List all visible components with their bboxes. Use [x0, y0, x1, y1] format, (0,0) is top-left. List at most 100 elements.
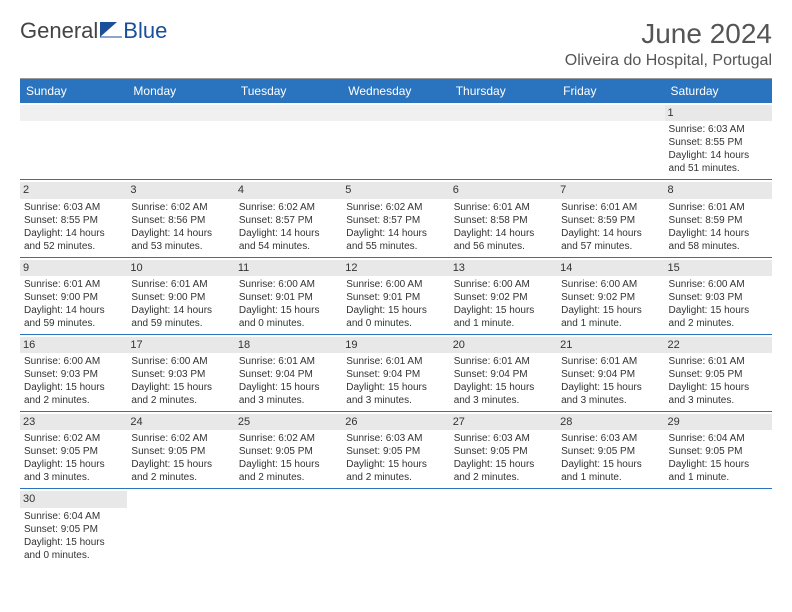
daylight-text: Daylight: 15 hours and 1 minute.	[561, 458, 660, 484]
day-number: 5	[342, 182, 449, 198]
calendar-week-row: 1Sunrise: 6:03 AMSunset: 8:55 PMDaylight…	[20, 103, 772, 180]
header: General Blue June 2024 Oliveira do Hospi…	[20, 18, 772, 70]
sunset-text: Sunset: 9:02 PM	[454, 291, 553, 304]
sunset-text: Sunset: 8:57 PM	[346, 214, 445, 227]
calendar: SundayMondayTuesdayWednesdayThursdayFrid…	[20, 78, 772, 566]
daylight-text: Daylight: 14 hours and 51 minutes.	[669, 149, 768, 175]
day-number: 3	[127, 182, 234, 198]
sunrise-text: Sunrise: 6:00 AM	[24, 355, 123, 368]
calendar-cell: 10Sunrise: 6:01 AMSunset: 9:00 PMDayligh…	[127, 258, 234, 334]
title-block: June 2024 Oliveira do Hospital, Portugal	[565, 18, 772, 70]
calendar-cell: 16Sunrise: 6:00 AMSunset: 9:03 PMDayligh…	[20, 335, 127, 411]
day-number: 11	[235, 260, 342, 276]
calendar-cell: 15Sunrise: 6:00 AMSunset: 9:03 PMDayligh…	[665, 258, 772, 334]
calendar-week-row: 23Sunrise: 6:02 AMSunset: 9:05 PMDayligh…	[20, 412, 772, 489]
calendar-week-row: 9Sunrise: 6:01 AMSunset: 9:00 PMDaylight…	[20, 258, 772, 335]
calendar-header-cell: Tuesday	[235, 79, 342, 103]
sunrise-text: Sunrise: 6:01 AM	[669, 201, 768, 214]
sunrise-text: Sunrise: 6:00 AM	[131, 355, 230, 368]
daylight-text: Daylight: 14 hours and 59 minutes.	[24, 304, 123, 330]
logo-text-blue: Blue	[123, 18, 167, 44]
sunrise-text: Sunrise: 6:00 AM	[346, 278, 445, 291]
calendar-cell-empty	[342, 489, 449, 565]
sunrise-text: Sunrise: 6:01 AM	[239, 355, 338, 368]
calendar-cell: 20Sunrise: 6:01 AMSunset: 9:04 PMDayligh…	[450, 335, 557, 411]
daylight-text: Daylight: 14 hours and 55 minutes.	[346, 227, 445, 253]
calendar-cell: 26Sunrise: 6:03 AMSunset: 9:05 PMDayligh…	[342, 412, 449, 488]
sunset-text: Sunset: 9:05 PM	[239, 445, 338, 458]
day-number: 23	[20, 414, 127, 430]
calendar-header-row: SundayMondayTuesdayWednesdayThursdayFrid…	[20, 79, 772, 103]
calendar-week-row: 30Sunrise: 6:04 AMSunset: 9:05 PMDayligh…	[20, 489, 772, 565]
day-number: 27	[450, 414, 557, 430]
sunset-text: Sunset: 9:05 PM	[24, 523, 123, 536]
calendar-cell-empty	[450, 489, 557, 565]
day-number: 14	[557, 260, 664, 276]
calendar-cell: 18Sunrise: 6:01 AMSunset: 9:04 PMDayligh…	[235, 335, 342, 411]
page-subtitle: Oliveira do Hospital, Portugal	[565, 52, 772, 70]
calendar-week-row: 2Sunrise: 6:03 AMSunset: 8:55 PMDaylight…	[20, 180, 772, 257]
daylight-text: Daylight: 15 hours and 0 minutes.	[239, 304, 338, 330]
logo: General Blue	[20, 18, 167, 44]
sunrise-text: Sunrise: 6:01 AM	[346, 355, 445, 368]
daylight-text: Daylight: 15 hours and 0 minutes.	[346, 304, 445, 330]
calendar-cell: 14Sunrise: 6:00 AMSunset: 9:02 PMDayligh…	[557, 258, 664, 334]
day-number: 21	[557, 337, 664, 353]
calendar-header-cell: Monday	[127, 79, 234, 103]
sunrise-text: Sunrise: 6:00 AM	[669, 278, 768, 291]
calendar-cell-empty	[557, 103, 664, 179]
sunrise-text: Sunrise: 6:02 AM	[239, 201, 338, 214]
sunrise-text: Sunrise: 6:04 AM	[24, 510, 123, 523]
daylight-text: Daylight: 15 hours and 3 minutes.	[346, 381, 445, 407]
sunrise-text: Sunrise: 6:02 AM	[131, 201, 230, 214]
daylight-text: Daylight: 15 hours and 2 minutes.	[669, 304, 768, 330]
calendar-cell: 8Sunrise: 6:01 AMSunset: 8:59 PMDaylight…	[665, 180, 772, 256]
daylight-text: Daylight: 14 hours and 56 minutes.	[454, 227, 553, 253]
calendar-cell: 28Sunrise: 6:03 AMSunset: 9:05 PMDayligh…	[557, 412, 664, 488]
sunrise-text: Sunrise: 6:02 AM	[24, 432, 123, 445]
day-number: 15	[665, 260, 772, 276]
daylight-text: Daylight: 15 hours and 3 minutes.	[454, 381, 553, 407]
daylight-text: Daylight: 15 hours and 1 minute.	[454, 304, 553, 330]
sunset-text: Sunset: 8:57 PM	[239, 214, 338, 227]
sunset-text: Sunset: 9:05 PM	[669, 445, 768, 458]
sunrise-text: Sunrise: 6:02 AM	[239, 432, 338, 445]
calendar-header-cell: Sunday	[20, 79, 127, 103]
daylight-text: Daylight: 15 hours and 2 minutes.	[346, 458, 445, 484]
day-number: 28	[557, 414, 664, 430]
day-number: 6	[450, 182, 557, 198]
calendar-cell: 12Sunrise: 6:00 AMSunset: 9:01 PMDayligh…	[342, 258, 449, 334]
sunset-text: Sunset: 8:59 PM	[561, 214, 660, 227]
calendar-cell: 13Sunrise: 6:00 AMSunset: 9:02 PMDayligh…	[450, 258, 557, 334]
calendar-body: 1Sunrise: 6:03 AMSunset: 8:55 PMDaylight…	[20, 103, 772, 566]
sunrise-text: Sunrise: 6:03 AM	[454, 432, 553, 445]
calendar-cell: 23Sunrise: 6:02 AMSunset: 9:05 PMDayligh…	[20, 412, 127, 488]
day-number: 2	[20, 182, 127, 198]
calendar-cell: 1Sunrise: 6:03 AMSunset: 8:55 PMDaylight…	[665, 103, 772, 179]
page-title: June 2024	[565, 18, 772, 50]
daylight-text: Daylight: 15 hours and 2 minutes.	[24, 381, 123, 407]
sunset-text: Sunset: 9:01 PM	[239, 291, 338, 304]
calendar-cell: 17Sunrise: 6:00 AMSunset: 9:03 PMDayligh…	[127, 335, 234, 411]
calendar-cell: 25Sunrise: 6:02 AMSunset: 9:05 PMDayligh…	[235, 412, 342, 488]
sunset-text: Sunset: 9:00 PM	[131, 291, 230, 304]
sunset-text: Sunset: 9:04 PM	[454, 368, 553, 381]
daylight-text: Daylight: 15 hours and 3 minutes.	[239, 381, 338, 407]
sunset-text: Sunset: 9:04 PM	[346, 368, 445, 381]
day-number: 18	[235, 337, 342, 353]
day-number: 4	[235, 182, 342, 198]
sunrise-text: Sunrise: 6:01 AM	[669, 355, 768, 368]
daylight-text: Daylight: 15 hours and 1 minute.	[669, 458, 768, 484]
day-number: 24	[127, 414, 234, 430]
daylight-text: Daylight: 15 hours and 2 minutes.	[131, 458, 230, 484]
sunrise-text: Sunrise: 6:00 AM	[561, 278, 660, 291]
calendar-header-cell: Thursday	[450, 79, 557, 103]
daylight-text: Daylight: 14 hours and 53 minutes.	[131, 227, 230, 253]
sunrise-text: Sunrise: 6:03 AM	[669, 123, 768, 136]
sunset-text: Sunset: 8:55 PM	[24, 214, 123, 227]
calendar-cell-empty	[235, 489, 342, 565]
sunset-text: Sunset: 8:56 PM	[131, 214, 230, 227]
daylight-text: Daylight: 14 hours and 59 minutes.	[131, 304, 230, 330]
day-number: 25	[235, 414, 342, 430]
day-number: 20	[450, 337, 557, 353]
